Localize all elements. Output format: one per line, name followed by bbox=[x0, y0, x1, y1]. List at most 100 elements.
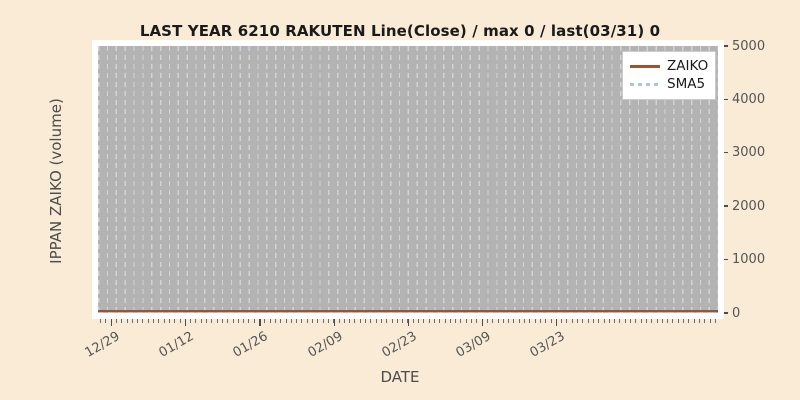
x-tick-minor-mark bbox=[317, 319, 319, 323]
x-tick-minor-mark bbox=[640, 319, 642, 323]
x-tick-minor-mark bbox=[296, 319, 298, 323]
x-tick-minor-mark bbox=[508, 319, 510, 323]
x-tick-minor-mark bbox=[418, 319, 419, 323]
y-tick-label: 2000 bbox=[732, 198, 766, 214]
x-tick-minor-mark bbox=[497, 319, 499, 323]
x-tick-mark bbox=[111, 319, 113, 326]
y-axis-tick: 5000 bbox=[724, 39, 765, 54]
legend-entry-sma5[interactable]: SMA5 bbox=[630, 75, 708, 93]
x-tick-minor-mark bbox=[566, 319, 568, 323]
x-tick-mark bbox=[482, 319, 484, 326]
x-tick-minor-mark bbox=[449, 319, 451, 323]
x-tick-mark bbox=[259, 319, 261, 326]
x-tick-minor-mark bbox=[486, 319, 488, 323]
x-tick-minor-mark bbox=[380, 319, 382, 323]
x-tick-minor-mark bbox=[338, 319, 340, 323]
x-tick-minor-mark bbox=[370, 319, 372, 323]
x-tick-minor-mark bbox=[683, 319, 684, 323]
x-tick-minor-mark bbox=[714, 319, 716, 323]
x-tick-minor-mark bbox=[285, 319, 287, 323]
x-tick-minor-mark bbox=[253, 319, 255, 323]
x-tick-minor-mark bbox=[460, 319, 462, 323]
x-tick-mark bbox=[185, 319, 187, 326]
x-tick-minor-mark bbox=[269, 319, 271, 323]
x-tick-minor-mark bbox=[349, 319, 351, 323]
x-tick-label: 03/23 bbox=[527, 329, 568, 361]
x-tick-minor-mark bbox=[221, 319, 223, 323]
x-tick-minor-mark bbox=[630, 319, 631, 323]
x-axis: 12/29 01/12 01/26 02/09 02/23 03/09 03/23 bbox=[83, 319, 718, 379]
x-tick-minor-mark bbox=[545, 319, 547, 323]
y-tick-mark bbox=[724, 152, 728, 154]
x-tick-minor-mark bbox=[206, 319, 207, 323]
x-tick-minor-mark bbox=[243, 319, 245, 323]
x-tick-minor-mark bbox=[539, 319, 541, 323]
page-title: LAST YEAR 6210 RAKUTEN Line(Close) / max… bbox=[139, 22, 661, 40]
x-tick-minor-mark bbox=[375, 319, 377, 323]
x-tick-minor-mark bbox=[115, 319, 117, 323]
x-tick-minor-mark bbox=[598, 319, 600, 323]
x-tick-minor-mark bbox=[227, 319, 229, 323]
x-tick-minor-mark bbox=[386, 319, 388, 323]
x-tick-label: 02/09 bbox=[305, 329, 346, 361]
x-tick-label: 03/09 bbox=[453, 329, 494, 361]
y-axis: 0 1000 2000 3000 4000 5000 bbox=[724, 39, 794, 321]
x-tick-minor-mark bbox=[587, 319, 589, 323]
y-tick-mark bbox=[724, 98, 728, 101]
vertical-gridlines bbox=[98, 46, 718, 313]
x-tick-minor-mark bbox=[661, 319, 663, 323]
x-tick-minor-mark bbox=[264, 319, 266, 323]
x-tick-minor-mark bbox=[327, 319, 329, 323]
legend-label: ZAIKO bbox=[667, 58, 709, 74]
x-tick-minor-mark bbox=[343, 319, 345, 323]
x-tick-minor-mark bbox=[359, 319, 361, 323]
legend: ZAIKO SMA5 bbox=[622, 51, 716, 100]
x-tick-minor-mark bbox=[105, 319, 107, 323]
x-tick-minor-mark bbox=[190, 319, 192, 323]
x-tick-minor-mark bbox=[158, 319, 160, 323]
y-tick-mark bbox=[724, 205, 728, 207]
x-tick-minor-mark bbox=[100, 319, 101, 323]
x-tick-minor-mark bbox=[582, 319, 584, 323]
x-tick-minor-mark bbox=[131, 319, 133, 323]
x-tick-minor-mark bbox=[667, 319, 669, 323]
legend-label: SMA5 bbox=[667, 76, 706, 92]
x-tick-minor-mark bbox=[502, 319, 504, 323]
dotted-line-swatch-icon bbox=[630, 79, 660, 89]
x-tick-minor-mark bbox=[577, 319, 578, 323]
x-tick-minor-mark bbox=[465, 319, 467, 323]
solid-line-swatch-icon bbox=[630, 61, 660, 71]
x-tick-minor-mark bbox=[592, 319, 594, 323]
x-tick-minor-mark bbox=[412, 319, 414, 323]
x-tick-minor-mark bbox=[280, 319, 282, 323]
x-tick-minor-mark bbox=[163, 319, 165, 323]
x-tick-minor-mark bbox=[619, 319, 621, 323]
series-line-zaiko bbox=[98, 309, 718, 312]
x-tick-minor-mark bbox=[672, 319, 674, 323]
y-tick-label: 1000 bbox=[732, 252, 766, 268]
x-tick-minor-mark bbox=[200, 319, 202, 323]
x-tick-mark bbox=[556, 319, 558, 326]
x-tick-minor-mark bbox=[237, 319, 239, 323]
y-axis-tick: 0 bbox=[724, 306, 740, 321]
x-tick-minor-mark bbox=[455, 319, 457, 323]
x-tick-minor-mark bbox=[688, 319, 690, 323]
x-tick-label: 01/12 bbox=[156, 329, 197, 361]
x-tick-minor-mark bbox=[142, 319, 144, 323]
x-tick-minor-mark bbox=[476, 319, 478, 323]
x-tick-minor-mark bbox=[147, 319, 149, 323]
x-tick-minor-mark bbox=[513, 319, 515, 323]
legend-entry-zaiko[interactable]: ZAIKO bbox=[630, 57, 708, 75]
x-tick-minor-mark bbox=[365, 319, 366, 323]
x-tick-minor-mark bbox=[174, 319, 176, 323]
x-tick-minor-mark bbox=[290, 319, 292, 323]
plot-area bbox=[98, 46, 718, 313]
x-tick-minor-mark bbox=[428, 319, 430, 323]
x-tick-minor-mark bbox=[471, 319, 472, 323]
x-tick-minor-mark bbox=[354, 319, 356, 323]
x-tick-minor-mark bbox=[550, 319, 552, 323]
x-tick-minor-mark bbox=[195, 319, 197, 323]
x-tick-mark bbox=[407, 319, 410, 326]
x-tick-minor-mark bbox=[312, 319, 313, 323]
